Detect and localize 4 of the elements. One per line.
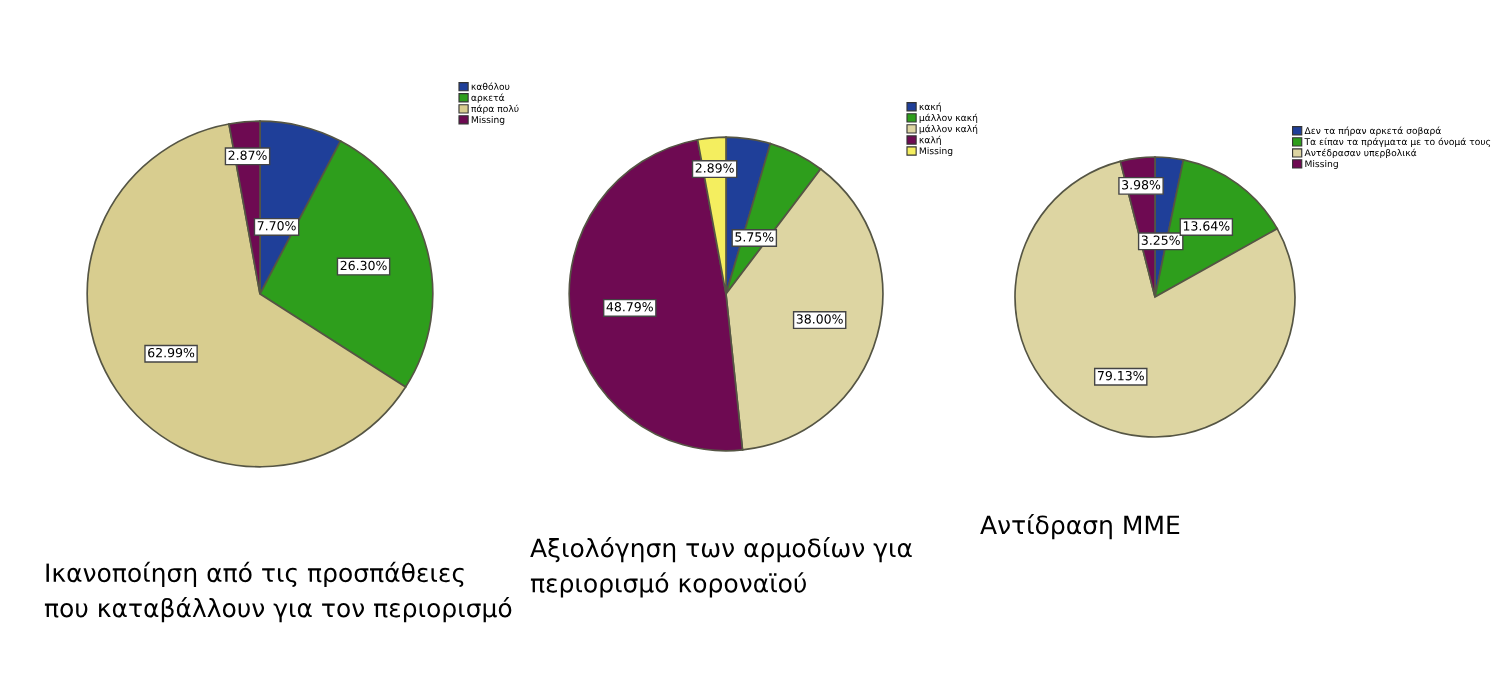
pie-slice (1014, 160, 1296, 438)
text: Ικανοποίηση από τις προσπάθειες που καταβάλλουν για τον περιορισμό (44, 561, 512, 623)
text: Αντίδραση ΜΜΕ (980, 514, 1180, 540)
text: Αξιολόγηση των αρμοδίων για περιορισμό κοροναϊού (530, 537, 912, 598)
